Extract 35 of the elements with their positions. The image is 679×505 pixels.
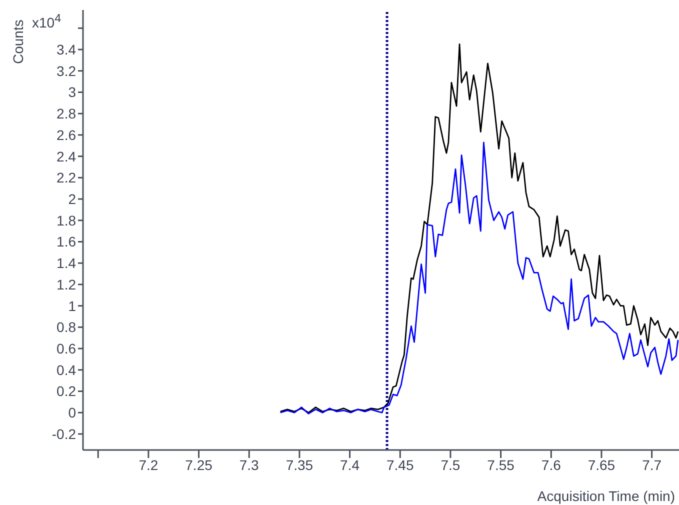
y-tick-label: 1.6 [56, 234, 76, 250]
line-series [280, 142, 679, 414]
x-tick-label: 7.25 [185, 456, 213, 473]
x-tick-label: 7.45 [386, 456, 414, 473]
y-tick-label: -0.2 [52, 426, 76, 442]
y-tick-label: 2.6 [56, 126, 76, 143]
y-tick-label: 1 [68, 298, 76, 314]
y-tick-label: 0.8 [56, 319, 76, 336]
y-tick-label: 1.8 [56, 212, 76, 228]
x-tick-label: 7.55 [487, 456, 515, 473]
y-tick-label: 0.2 [56, 383, 76, 400]
x-tick-label: 7.4 [340, 456, 360, 473]
y-axis-title: Counts [10, 20, 26, 64]
y-tick-label: 0 [68, 404, 76, 421]
y-tick-label: 2.2 [56, 170, 76, 186]
y-tick-label: 2.8 [56, 106, 76, 122]
text: x10$^{4}$ [32, 12, 62, 31]
x-tick-label: 7.35 [286, 456, 314, 473]
x-tick-label: 7.65 [588, 456, 616, 473]
y-tick-label: 3 [68, 84, 76, 100]
y-tick-label: 0.4 [56, 362, 76, 378]
y-tick-label: 1.2 [56, 276, 76, 292]
x-axis-title: Acquisition Time (min) [537, 488, 675, 504]
x-tick-label: 7.5 [440, 456, 460, 473]
y-tick-label: 2 [68, 191, 76, 207]
x-tick-label: 7.6 [541, 456, 562, 473]
x-tick-label: 7.3 [239, 456, 260, 473]
y-tick-label: 1.4 [56, 255, 76, 272]
y-tick-label: 3.2 [56, 62, 76, 79]
y-tick-label: 3.4 [56, 41, 76, 58]
y-tick-label: 0.6 [56, 340, 76, 357]
x-tick-label: 7.2 [138, 456, 158, 473]
y-tick-label: 2.4 [56, 148, 76, 164]
line-series [280, 43, 679, 414]
x-tick-label: 7.7 [642, 456, 662, 473]
